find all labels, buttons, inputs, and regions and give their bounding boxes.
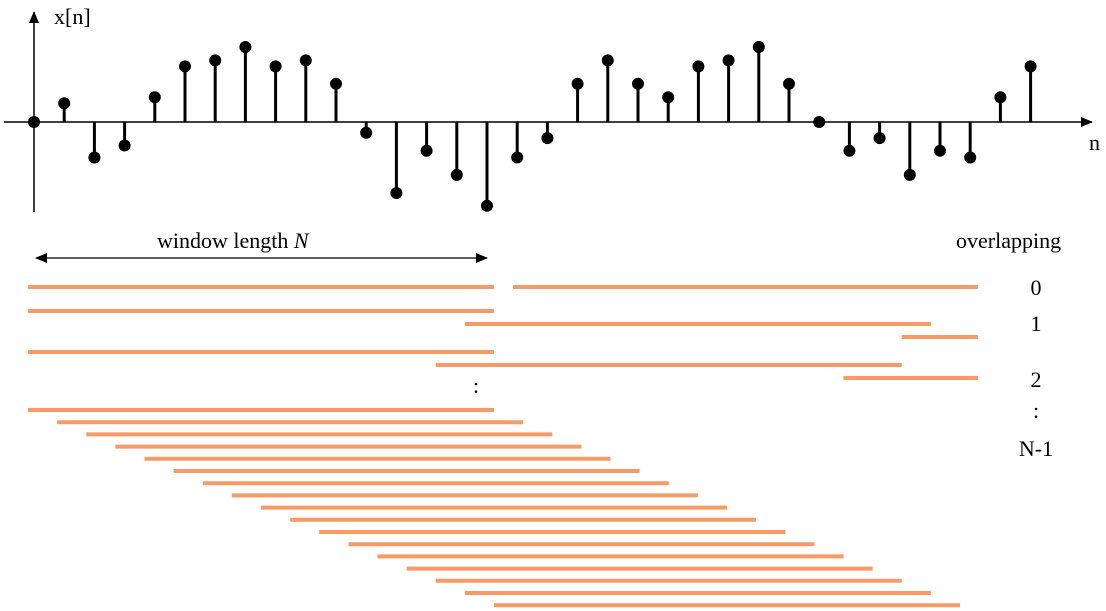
window-length-annotation: window length N xyxy=(35,228,488,263)
signal-sample xyxy=(873,122,886,145)
sample-dot xyxy=(964,151,977,164)
signal-sample xyxy=(239,40,252,122)
overlap-labels: 0 1 2: N-1 xyxy=(1019,275,1053,461)
window-length-symbol: N xyxy=(293,228,310,253)
sample-dot xyxy=(148,91,161,104)
sample-dot xyxy=(813,116,826,128)
signal-plot: x[n] n xyxy=(4,4,1100,212)
signal-sample xyxy=(601,54,614,122)
sample-dot xyxy=(239,40,252,53)
overlap-label: 2 xyxy=(1031,367,1042,392)
sample-dot xyxy=(511,151,524,164)
signal-sample xyxy=(994,91,1007,122)
signal-sample xyxy=(269,60,282,122)
signal-sample xyxy=(420,122,433,157)
signal-sample xyxy=(360,122,373,139)
sample-dot xyxy=(179,60,191,73)
signal-sample xyxy=(662,91,675,122)
sample-dot xyxy=(571,77,584,90)
signal-sample xyxy=(511,122,524,164)
signal-sample xyxy=(571,77,584,122)
signal-sample xyxy=(28,116,40,128)
frame-groups xyxy=(28,285,978,608)
signal-sample xyxy=(148,91,161,122)
sample-dot xyxy=(843,144,856,157)
group-continuation-dots: : xyxy=(473,373,479,398)
sample-dot xyxy=(481,199,493,212)
sample-dot xyxy=(390,187,403,200)
sample-dot xyxy=(88,151,101,164)
signal-sample xyxy=(843,122,856,157)
overlap-label: 1 xyxy=(1031,311,1042,336)
sample-dot xyxy=(994,91,1007,104)
sample-dot xyxy=(692,60,705,73)
signal-sample xyxy=(692,60,705,122)
sample-dot xyxy=(632,77,644,90)
signal-sample xyxy=(58,97,71,122)
sample-dot xyxy=(1024,60,1037,73)
sample-dot xyxy=(903,168,916,181)
sample-dot xyxy=(269,60,282,73)
sample-dot xyxy=(934,144,946,157)
signal-sample xyxy=(752,40,765,122)
sample-dot xyxy=(601,54,614,67)
signal-sample xyxy=(299,54,312,122)
signal-sample xyxy=(118,122,131,152)
sample-dot xyxy=(118,139,131,152)
sample-dot xyxy=(360,126,373,139)
overlap-label: : xyxy=(1033,398,1039,423)
sample-dot xyxy=(420,144,433,157)
sample-dot xyxy=(330,77,342,90)
signal-sample xyxy=(903,122,916,181)
sample-dot xyxy=(209,54,222,67)
sample-dot xyxy=(299,54,312,67)
overlapping-header: overlapping xyxy=(956,228,1061,253)
signal-sample xyxy=(934,122,946,157)
sample-dot xyxy=(58,97,71,110)
sample-dot xyxy=(752,40,765,53)
sample-dot xyxy=(873,132,886,145)
signal-sample xyxy=(179,60,191,122)
signal-sample xyxy=(88,122,101,164)
signal-sample xyxy=(783,77,795,122)
signal-sample xyxy=(209,54,222,122)
signal-sample xyxy=(450,122,463,181)
signal-sample xyxy=(390,122,403,200)
sample-dot xyxy=(662,91,675,104)
signal-stems xyxy=(28,40,1037,212)
sample-dot xyxy=(28,116,40,128)
x-axis-label: n xyxy=(1089,130,1100,155)
window-length-label: window length N xyxy=(157,228,310,253)
signal-sample xyxy=(481,122,493,212)
signal-sample xyxy=(632,77,644,122)
signal-sample xyxy=(330,77,342,122)
y-axis-label: x[n] xyxy=(54,4,91,29)
overlap-label: N-1 xyxy=(1019,436,1053,461)
overlap-label: 0 xyxy=(1031,275,1042,300)
signal-sample xyxy=(1024,60,1037,122)
sample-dot xyxy=(722,54,735,67)
signal-sample xyxy=(541,122,554,145)
window-length-text: window length xyxy=(157,228,294,253)
signal-sample xyxy=(722,54,735,122)
signal-sample xyxy=(813,116,826,128)
sample-dot xyxy=(450,168,463,181)
sample-dot xyxy=(783,77,795,90)
signal-sample xyxy=(964,122,977,164)
sample-dot xyxy=(541,132,554,145)
